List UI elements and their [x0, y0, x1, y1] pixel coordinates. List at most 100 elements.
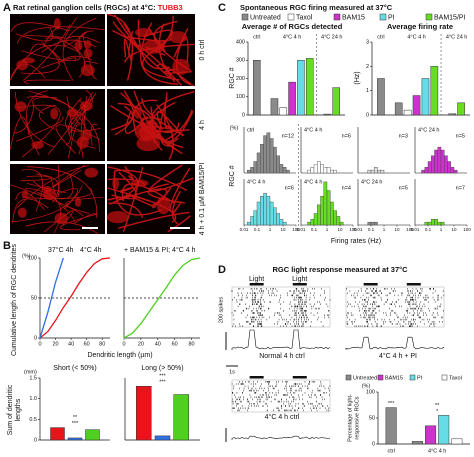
x-tick-label: 100: [463, 227, 471, 232]
hist-n: n=7: [456, 185, 465, 191]
y-axis-label: responsive RGCs: [354, 396, 360, 439]
raster-bg: [231, 379, 331, 413]
y-tick-label: 1: [366, 88, 369, 94]
significance: ***: [72, 421, 79, 427]
x-tick-label: 10: [451, 227, 457, 232]
panel-title: Rat retinal ganglion cells (RGCs) at 4°C…: [13, 3, 183, 12]
x-tick-label: 100: [406, 227, 414, 232]
hist-bar: [320, 164, 324, 174]
group-label: ctrl: [253, 34, 260, 40]
bar: [332, 87, 340, 116]
x-tick-label: 0.1: [311, 227, 318, 232]
bar: [305, 58, 314, 116]
raster-spikes: [231, 381, 331, 412]
psth: [345, 336, 445, 350]
legend-swatch: [241, 13, 249, 21]
cell-body: [21, 57, 35, 64]
bar: [85, 429, 100, 441]
y-tick-label: 1.5: [29, 375, 37, 381]
cell-body: [136, 136, 161, 152]
y-tick-label: 50: [369, 415, 375, 421]
hist-bar: [380, 169, 385, 174]
legend-swatch: [333, 13, 341, 21]
x-tick-label: 0.1: [368, 227, 375, 232]
y-tick-label: 0: [366, 112, 369, 118]
y-tick-label: 0: [34, 437, 37, 443]
hist-bar: [273, 207, 277, 226]
hist-bar: [256, 152, 261, 174]
significance: ***: [388, 401, 395, 407]
hist-bar: [336, 216, 341, 226]
x-tick-label: 40: [155, 341, 161, 347]
x-tick-label: 0: [38, 341, 41, 347]
cell-body: [79, 101, 93, 112]
cell-body: [74, 40, 83, 51]
hist-bar: [276, 155, 280, 174]
hist-bar: [310, 167, 315, 174]
significance: *: [436, 409, 439, 415]
x-tick-label: 1: [326, 227, 329, 232]
light-label: Light: [249, 276, 264, 283]
raster-caption: 4°C 4 h ctrl: [265, 413, 300, 421]
y-unit: (%): [22, 253, 31, 259]
x-tick-label: 20: [138, 341, 144, 347]
hist-bar: [434, 219, 438, 226]
y-unit: (%): [362, 383, 371, 389]
legend-label: 37°C 4h: [48, 246, 73, 254]
y-tick-label: 100: [28, 255, 37, 261]
group-label: Short (< 50%): [53, 365, 96, 372]
hist-label: 4°C 24 h: [418, 127, 439, 133]
cell-body: [135, 27, 152, 38]
bar: [154, 435, 171, 441]
hist-bar: [424, 167, 429, 174]
y-tick-label: 200: [236, 76, 245, 82]
hist-bar: [279, 164, 284, 174]
legend-swatch: [345, 374, 352, 381]
bar: [297, 60, 305, 116]
hist-bar: [276, 213, 280, 226]
hist-bar: [450, 167, 455, 174]
y-tick-label: 300: [236, 58, 245, 64]
hist-bar: [374, 167, 378, 174]
light-bar: [292, 283, 307, 286]
hist-bar: [263, 193, 267, 226]
significance: ***: [159, 380, 166, 386]
bar: [451, 438, 463, 445]
significance: **: [435, 403, 440, 409]
hist-bar: [310, 219, 315, 226]
raster-spikes: [346, 288, 445, 327]
bar: [50, 427, 65, 441]
group-label: 4°C 4 h: [283, 34, 301, 40]
light-bar: [249, 376, 264, 379]
cell-body: [31, 141, 44, 149]
panel-title: RGC light response measured at 37°C: [272, 265, 408, 274]
legend-label: Untreated: [250, 14, 281, 21]
legend-label: + BAM15 & PI; 4°C 4 h: [124, 246, 196, 254]
hist-bar: [323, 167, 328, 174]
y-unit: (%): [230, 125, 239, 131]
x-tick-label: 80: [188, 341, 194, 347]
scale-label: 1s: [229, 369, 235, 375]
bar: [288, 81, 296, 116]
stain-text: TUBB3: [158, 3, 183, 12]
hist-bar: [307, 221, 311, 226]
legend-label: Taxol: [296, 14, 313, 21]
legend-swatch: [287, 13, 295, 21]
y-tick-label: 0.5: [29, 417, 37, 423]
y-unit: (mm): [24, 369, 37, 375]
hist-bar: [427, 221, 432, 226]
hist-bar: [370, 221, 375, 226]
hist-n: n=5: [399, 185, 408, 191]
row-label: 0 h ctrl: [199, 39, 206, 60]
x-tick-label: 0.01: [354, 227, 363, 232]
y-axis-label: RGC #: [229, 165, 236, 187]
light-bar: [292, 376, 307, 379]
hist-bar: [286, 169, 290, 174]
cell-body: [83, 40, 92, 49]
hist-bar: [320, 196, 324, 226]
y-tick-label: 3: [366, 39, 369, 45]
y-tick-label: 0: [372, 441, 375, 447]
bar: [136, 386, 152, 441]
cell-body: [54, 212, 68, 225]
